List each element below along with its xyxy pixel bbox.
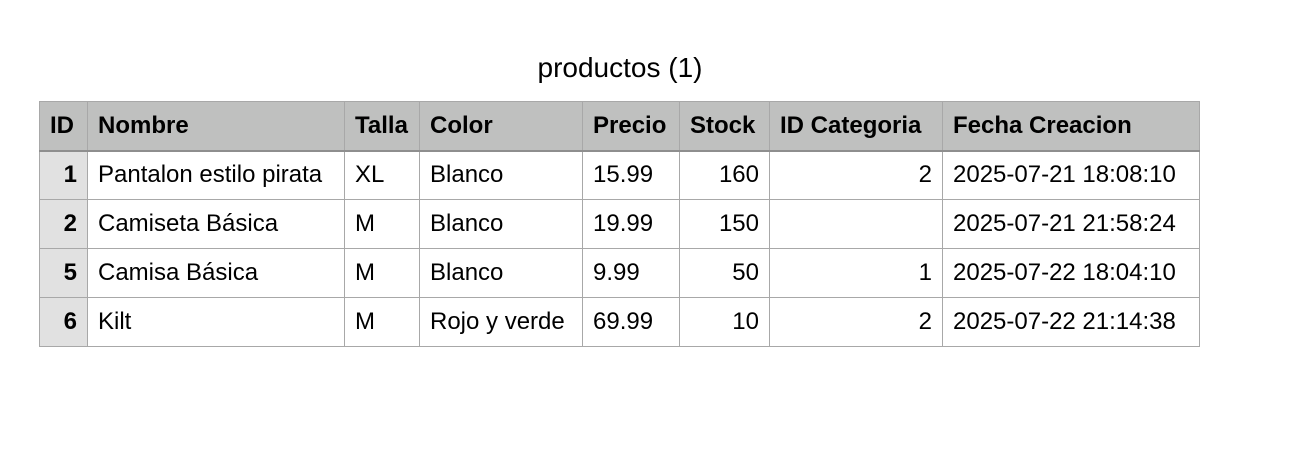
- header-cell-precio[interactable]: Precio: [582, 101, 680, 152]
- cell-id[interactable]: 6: [39, 297, 88, 347]
- cell-fecha-creacion[interactable]: 2025-07-21 21:58:24: [942, 199, 1200, 249]
- cell-talla[interactable]: XL: [344, 150, 420, 200]
- cell-stock[interactable]: 160: [679, 150, 770, 200]
- cell-fecha-creacion[interactable]: 2025-07-21 18:08:10: [942, 150, 1200, 200]
- table-row: 6 Kilt M Rojo y verde 69.99 10 2 2025-07…: [39, 297, 1200, 347]
- cell-nombre[interactable]: Kilt: [87, 297, 345, 347]
- cell-color[interactable]: Blanco: [419, 248, 583, 298]
- cell-precio[interactable]: 69.99: [582, 297, 680, 347]
- cell-id[interactable]: 5: [39, 248, 88, 298]
- header-cell-fecha-creacion[interactable]: Fecha Creacion: [942, 101, 1200, 152]
- table-row: 1 Pantalon estilo pirata XL Blanco 15.99…: [39, 150, 1200, 200]
- cell-fecha-creacion[interactable]: 2025-07-22 18:04:10: [942, 248, 1200, 298]
- products-table: ID Nombre Talla Color Precio Stock ID Ca…: [39, 101, 1200, 347]
- table-row: 5 Camisa Básica M Blanco 9.99 50 1 2025-…: [39, 248, 1200, 298]
- header-cell-color[interactable]: Color: [419, 101, 583, 152]
- table-title: productos (1): [537, 52, 703, 83]
- cell-talla[interactable]: M: [344, 248, 420, 298]
- header-cell-stock[interactable]: Stock: [679, 101, 770, 152]
- cell-fecha-creacion[interactable]: 2025-07-22 21:14:38: [942, 297, 1200, 347]
- header-row: ID Nombre Talla Color Precio Stock ID Ca…: [39, 101, 1200, 152]
- cell-color[interactable]: Blanco: [419, 150, 583, 200]
- cell-nombre[interactable]: Camiseta Básica: [87, 199, 345, 249]
- cell-talla[interactable]: M: [344, 199, 420, 249]
- cell-precio[interactable]: 19.99: [582, 199, 680, 249]
- cell-id-categoria[interactable]: 2: [769, 297, 943, 347]
- cell-nombre[interactable]: Camisa Básica: [87, 248, 345, 298]
- header-cell-nombre[interactable]: Nombre: [87, 101, 345, 152]
- header-cell-id-categoria[interactable]: ID Categoria: [769, 101, 943, 152]
- cell-id[interactable]: 1: [39, 150, 88, 200]
- cell-color[interactable]: Rojo y verde: [419, 297, 583, 347]
- cell-id-categoria[interactable]: [769, 199, 943, 249]
- cell-color[interactable]: Blanco: [419, 199, 583, 249]
- cell-nombre[interactable]: Pantalon estilo pirata: [87, 150, 345, 200]
- cell-stock[interactable]: 10: [679, 297, 770, 347]
- cell-stock[interactable]: 150: [679, 199, 770, 249]
- cell-id-categoria[interactable]: 2: [769, 150, 943, 200]
- header-cell-id[interactable]: ID: [39, 101, 88, 152]
- cell-id-categoria[interactable]: 1: [769, 248, 943, 298]
- table-row: 2 Camiseta Básica M Blanco 19.99 150 202…: [39, 199, 1200, 249]
- cell-precio[interactable]: 9.99: [582, 248, 680, 298]
- header-cell-talla[interactable]: Talla: [344, 101, 420, 152]
- cell-stock[interactable]: 50: [679, 248, 770, 298]
- cell-precio[interactable]: 15.99: [582, 150, 680, 200]
- cell-id[interactable]: 2: [39, 199, 88, 249]
- cell-talla[interactable]: M: [344, 297, 420, 347]
